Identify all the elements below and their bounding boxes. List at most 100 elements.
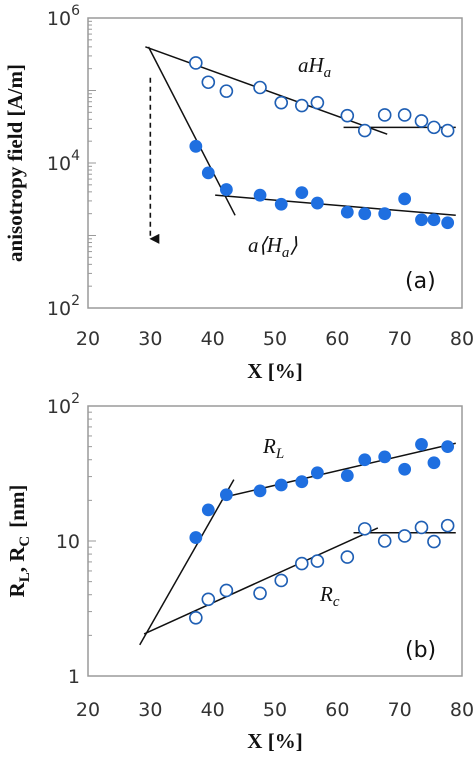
open-data-point [274,95,289,110]
open-data-point [414,520,429,535]
open-data-point [201,592,216,607]
x-tick-label: 20 [76,328,100,350]
filled-data-point [398,462,412,476]
filled-data-point [427,213,441,227]
filled-data-point [274,478,288,492]
filled-data-point [189,139,203,153]
open-data-point [357,522,372,536]
y-tick-label: 1 [68,666,80,688]
y-tick-label: 104 [47,148,80,175]
filled-data-point [398,192,412,206]
x-tick-label: 70 [388,699,412,721]
open-data-point [340,108,355,123]
x-tick-label: 80 [450,699,474,721]
x-tick-label: 60 [325,328,349,350]
filled-data-point [201,166,215,180]
y-axis-label-a: anisotropy field [A/m] [3,64,27,262]
x-tick-labels-b: 20 30 40 50 60 70 80 [76,699,474,721]
x-tick-label: 30 [138,699,162,721]
filled-data-point [441,440,455,454]
open-data-point [310,554,325,568]
y-minor-ticks-b [88,411,96,677]
fit-line [215,194,456,217]
x-tick-label: 50 [263,328,287,350]
open-data-point [253,586,267,601]
filled-data-point [310,196,324,210]
open-data-point [219,583,234,598]
x-tick-label: 40 [201,328,225,350]
annotation-aHa: aHa [298,53,331,81]
open-data-point [357,123,372,138]
y-tick-label: 102 [47,391,80,418]
x-tick-label: 60 [325,699,349,721]
filled-data-point [415,437,428,451]
open-data-point [201,75,216,90]
filled-data-point [189,531,203,544]
filled-data-point [310,466,324,480]
x-tick-label: 40 [201,699,225,721]
open-data-point [440,123,455,138]
fit-line [143,527,379,635]
x-tick-label: 20 [76,699,100,721]
x-tick-label: 30 [138,328,162,350]
filled-data-point [358,207,372,221]
x-tick-labels-a: 20 30 40 50 60 70 80 [76,328,474,350]
open-data-point [295,98,309,113]
filled-data-point [340,469,354,483]
y-tick-labels-a: 106 104 102 [47,3,80,320]
open-data-point [377,534,392,548]
filled-data-point [358,453,372,467]
x-tick-label: 80 [450,328,474,350]
open-data-point [427,120,441,135]
plot-frame-a [87,17,463,309]
filled-data-point [219,183,233,196]
open-data-point [310,95,325,110]
y-minor-ticks-a [88,20,96,309]
open-data-point [219,84,234,98]
filled-data-point [295,475,309,489]
panel-label-a: (a) [405,269,436,294]
annotation-Rc: Rc [319,582,340,610]
filled-data-point [378,450,392,464]
filled-data-point [378,207,392,221]
data-points-a [189,56,455,230]
open-data-point [340,550,355,564]
open-data-point [440,518,455,533]
filled-data-point [427,456,441,470]
annotation-RL: RL [262,434,284,462]
filled-data-point [295,186,309,200]
fit-line [139,479,235,646]
filled-data-point [441,216,455,230]
x-tick-label: 50 [263,699,287,721]
open-data-point [189,56,203,70]
chart-panel-b: 20 30 40 50 60 70 80 102 10 1 RL Rc (b) X [%] RL… [5,391,474,753]
filled-data-point [201,503,215,517]
open-data-point [295,556,309,571]
open-data-point [274,573,289,588]
y-tick-labels-b: 102 10 1 [47,391,80,688]
open-data-point [427,534,441,549]
open-data-point [377,108,392,122]
filled-data-point [253,188,267,202]
open-data-point [414,114,429,128]
x-tick-label: 70 [388,328,412,350]
y-tick-label: 102 [47,293,80,320]
open-data-point [253,80,267,95]
x-axis-label-a: X [%] [247,359,302,383]
x-axis-label-b: X [%] [247,729,302,753]
y-tick-label: 106 [47,3,80,30]
open-data-point [397,108,412,122]
filled-data-point [415,213,428,227]
filled-data-point [274,197,288,211]
filled-data-point [253,484,267,498]
open-data-point [189,610,203,625]
annotation-a-mean-Ha: a⟨Ha⟩ [248,233,298,261]
y-axis-label-b: RL, RC[nm] [5,485,33,598]
filled-data-point [340,205,354,219]
panel-label-b: (b) [405,638,436,663]
data-points-b [189,437,455,625]
chart-panel-a: 20 30 40 50 60 70 80 106 104 102 aHa a⟨Ha⟩ (a) X… [3,3,474,383]
open-data-point [397,529,412,543]
filled-data-point [219,488,233,502]
